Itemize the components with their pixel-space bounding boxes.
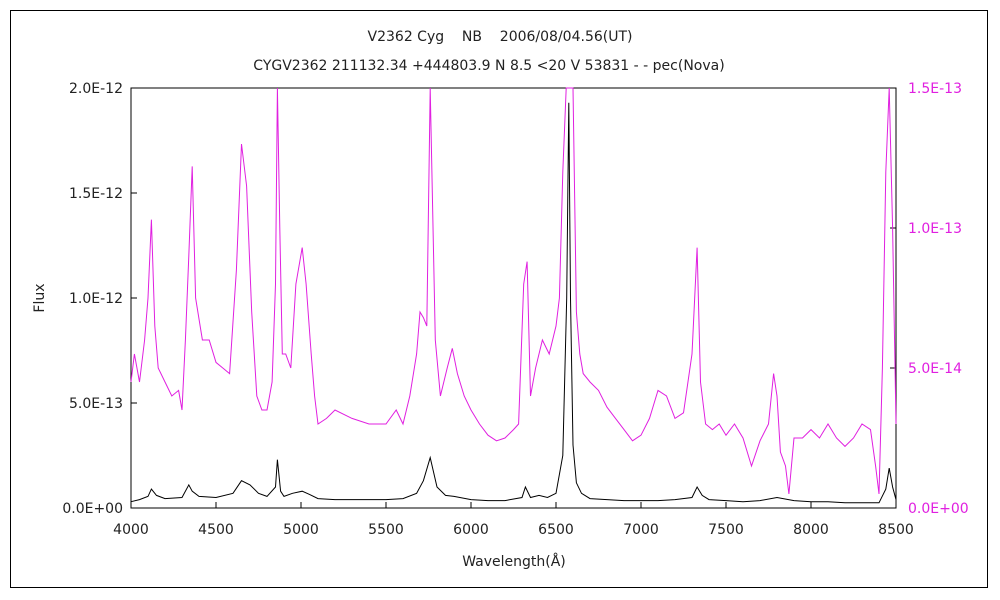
plot-border (130, 87, 897, 509)
y-right-tick-label: 0.0E+00 (908, 501, 969, 517)
x-tick-label: 7500 (708, 522, 744, 538)
x-tick-label: 6500 (538, 522, 574, 538)
y-left-tick-label: 0.0E+00 (62, 501, 123, 517)
chart-subtitle: CYGV2362 211132.34 +444803.9 N 8.5 <20 V… (253, 58, 724, 74)
x-tick-label: 4000 (113, 522, 149, 538)
x-tick-label: 8500 (878, 522, 914, 538)
x-tick-label: 6000 (453, 522, 489, 538)
y-right-tick-label: 1.5E-13 (908, 81, 962, 97)
x-tick-label: 4500 (198, 522, 234, 538)
y-left-tick-label: 2.0E-12 (69, 81, 123, 97)
y-axis-label: Flux (32, 283, 48, 312)
chart-frame (10, 10, 988, 588)
chart-title: V2362 Cyg NB 2006/08/04.56(UT) (368, 29, 633, 45)
series-line-left-axis (130, 102, 897, 504)
x-tick-label: 8000 (793, 522, 829, 538)
x-tick-label: 7000 (623, 522, 659, 538)
y-right-tick-label: 5.0E-14 (908, 361, 962, 377)
series-line-right-axis (130, 87, 897, 495)
y-left-tick-label: 5.0E-13 (69, 396, 123, 412)
plot-area: 4000 4500 5000 5500 6000 6500 7000 7500 8000 8500… (62, 81, 968, 538)
y-right-tick-label: 1.0E-13 (908, 221, 962, 237)
x-tick-label: 5500 (368, 522, 404, 538)
x-axis-label: Wavelength(Å) (462, 553, 566, 570)
y-left-tick-label: 1.5E-12 (69, 186, 123, 202)
x-tick-label: 5000 (283, 522, 319, 538)
y-left-tick-label: 1.0E-12 (69, 291, 123, 307)
